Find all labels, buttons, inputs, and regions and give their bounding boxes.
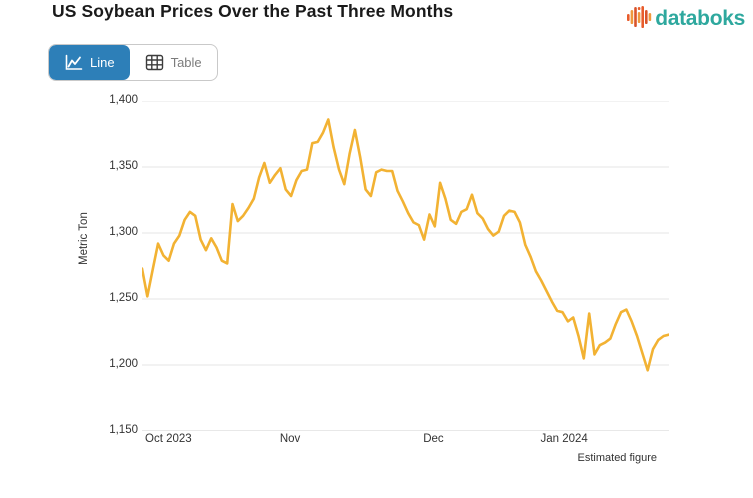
price-line-series[interactable] bbox=[140, 118, 671, 372]
table-view-label: Table bbox=[170, 55, 202, 70]
x-axis-tick-label: Jan 2024 bbox=[540, 433, 588, 445]
y-axis-tick-label: 1,350 bbox=[109, 160, 138, 172]
soybean-price-chart: Metric Ton Estimated figure 1,400 1,350 1,… bbox=[0, 92, 753, 492]
y-axis-tick-label: 1,250 bbox=[109, 292, 138, 304]
x-axis-tick-label: Oct 2023 bbox=[145, 433, 192, 445]
x-axis-tick-label: Nov bbox=[279, 433, 301, 445]
table-grid-icon bbox=[145, 54, 164, 71]
brand-name: databoks bbox=[655, 7, 745, 30]
line-chart-icon bbox=[64, 54, 83, 71]
y-axis-tick-label: 1,150 bbox=[109, 424, 138, 436]
y-axis-tick-label: 1,300 bbox=[109, 226, 138, 238]
y-axis-tick-label: 1,400 bbox=[109, 94, 138, 106]
price-line-svg bbox=[140, 100, 671, 432]
table-view-button[interactable]: Table bbox=[130, 45, 217, 80]
chart-plot-area[interactable] bbox=[140, 100, 671, 432]
databoks-bars-icon bbox=[626, 3, 652, 35]
chart-footnote: Estimated figure bbox=[577, 452, 657, 464]
line-view-button[interactable]: Line bbox=[49, 45, 130, 80]
chart-view-toggle: Line Table bbox=[48, 44, 218, 81]
page-title: US Soybean Prices Over the Past Three Mo… bbox=[52, 1, 454, 21]
y-axis-title: Metric Ton bbox=[78, 212, 90, 265]
x-axis-tick-label: Dec bbox=[423, 433, 444, 445]
y-axis-tick-label: 1,200 bbox=[109, 358, 138, 370]
brand-logo[interactable]: databoks bbox=[626, 3, 745, 35]
line-view-label: Line bbox=[90, 55, 115, 70]
